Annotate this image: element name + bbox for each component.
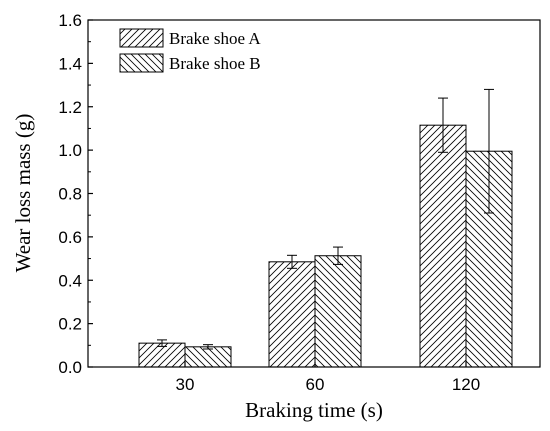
x-tick-label: 60 xyxy=(306,375,325,394)
y-tick-label: 1.2 xyxy=(58,98,82,117)
bar-b-30 xyxy=(184,346,232,368)
x-axis-title: Braking time (s) xyxy=(245,398,383,422)
y-tick-label: 0.2 xyxy=(58,315,82,334)
bar-b-60 xyxy=(314,255,362,368)
y-axis: 0.0 0.2 0.4 0.6 0.8 1.0 1.2 1.4 1.6 xyxy=(58,11,93,377)
bar-a-120 xyxy=(419,124,467,368)
y-tick-label: 0.8 xyxy=(58,185,82,204)
x-tick-label: 120 xyxy=(452,375,480,394)
legend-label-a: Brake shoe A xyxy=(169,29,261,48)
y-axis-title: Wear loss mass (g) xyxy=(11,114,35,273)
y-tick-label: 0.4 xyxy=(58,271,82,290)
plot-area: 0.0 0.2 0.4 0.6 0.8 1.0 1.2 1.4 1.6 30 60 120 xyxy=(58,11,541,394)
bars-group xyxy=(138,124,513,368)
y-tick-label: 0.0 xyxy=(58,358,82,377)
y-tick-label: 1.4 xyxy=(58,54,82,73)
legend-swatch-a xyxy=(119,28,164,48)
legend-label-b: Brake shoe B xyxy=(169,54,261,73)
y-tick-label: 1.0 xyxy=(58,141,82,160)
legend-swatch-b xyxy=(119,53,164,73)
legend: Brake shoe A Brake shoe B xyxy=(119,28,261,73)
y-tick-label: 0.6 xyxy=(58,228,82,247)
x-tick-label: 30 xyxy=(176,375,195,394)
y-tick-label: 1.6 xyxy=(58,11,82,30)
bar-a-60 xyxy=(268,261,316,368)
error-bars-group xyxy=(157,88,494,350)
